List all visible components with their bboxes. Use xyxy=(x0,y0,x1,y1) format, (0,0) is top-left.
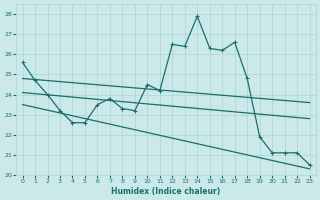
X-axis label: Humidex (Indice chaleur): Humidex (Indice chaleur) xyxy=(111,187,221,196)
